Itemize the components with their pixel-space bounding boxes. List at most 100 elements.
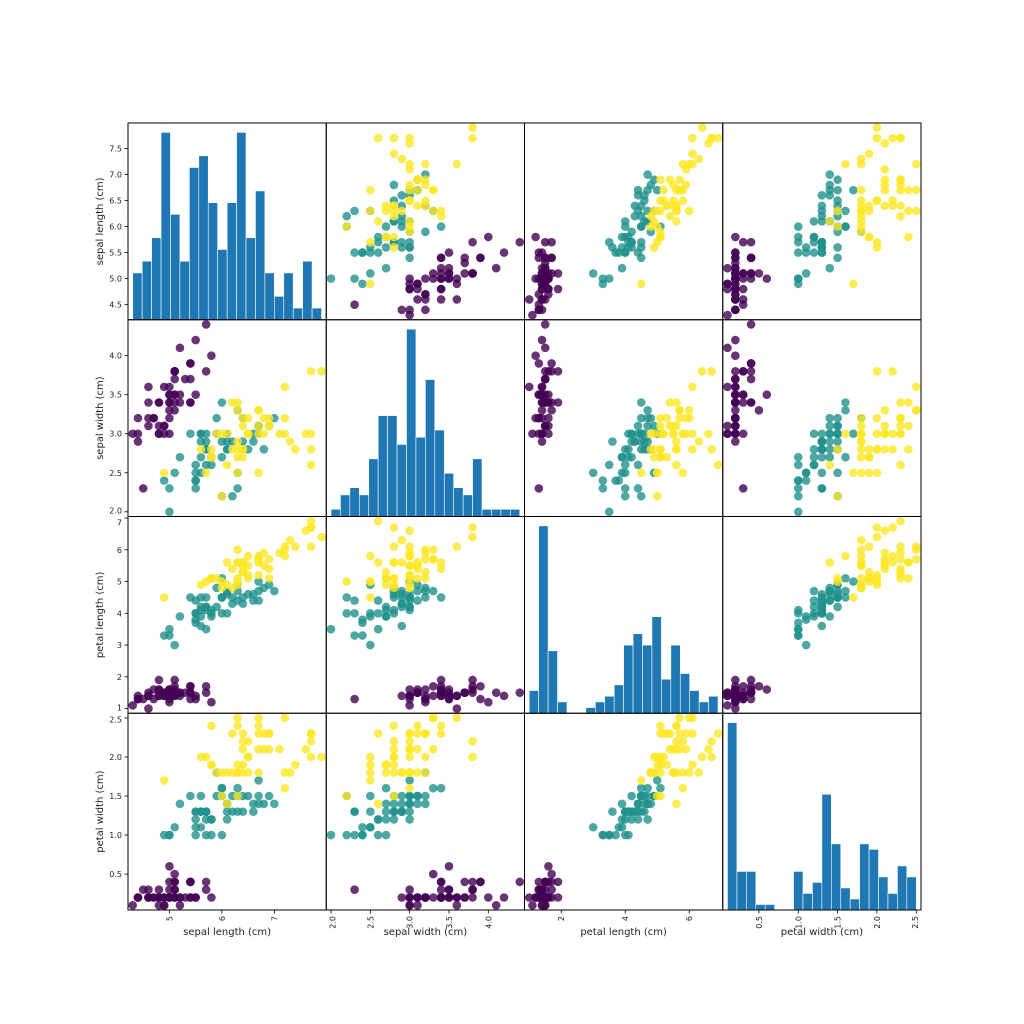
scatter-point: [630, 807, 640, 816]
scatter-point: [280, 545, 290, 555]
scatter-point: [833, 413, 842, 423]
scatter-point: [421, 554, 430, 564]
scatter-point: [165, 691, 174, 701]
scatter-point: [228, 807, 237, 816]
scatter-point: [201, 437, 211, 446]
scatter-point: [678, 783, 688, 793]
scatter-point: [617, 452, 627, 462]
scatter-point: [738, 274, 748, 283]
scatter-point: [856, 574, 866, 583]
scatter-point: [306, 445, 316, 454]
scatter-point: [896, 548, 905, 558]
scatter-point: [413, 721, 422, 731]
scatter-point: [620, 217, 630, 226]
scatter-point: [684, 159, 694, 169]
scatter-point: [264, 574, 274, 583]
scatter-point: [405, 284, 414, 294]
scatter-point: [366, 237, 375, 247]
scatter-point: [662, 452, 672, 462]
scatter-point: [217, 437, 227, 446]
scatter-point: [646, 429, 656, 439]
scatter-point: [643, 437, 652, 446]
scatter-point: [896, 211, 905, 221]
scatter-point: [746, 694, 756, 704]
scatter-point: [872, 570, 882, 580]
scatter-point: [366, 768, 375, 777]
scatter-point: [633, 460, 643, 470]
scatter-point: [254, 429, 263, 439]
scatter-point: [405, 737, 414, 746]
scatter-point: [249, 437, 258, 446]
scatter-point: [468, 523, 477, 532]
scatter-point: [793, 618, 803, 628]
scatter-point: [381, 760, 391, 770]
scatter-point: [707, 752, 716, 762]
scatter-point: [389, 737, 399, 746]
scatter-point: [646, 445, 656, 454]
scatter-point: [531, 351, 540, 360]
scatter-point: [746, 366, 756, 376]
scatter-point: [793, 476, 803, 485]
scatter-point: [366, 608, 375, 618]
scatter-point: [280, 413, 290, 423]
scatter-point: [444, 263, 454, 273]
scatter-point: [413, 893, 422, 902]
scatter-point: [633, 248, 643, 257]
scatter-point: [373, 232, 383, 242]
scatter-point: [381, 222, 391, 231]
histogram-bar: [406, 328, 417, 517]
scatter-point: [154, 691, 164, 701]
scatter-point: [656, 413, 665, 423]
scatter-point: [864, 542, 874, 551]
scatter-point: [672, 217, 681, 226]
scatter-point: [238, 737, 248, 746]
scatter-point: [528, 310, 537, 320]
scatter-point: [405, 305, 414, 315]
scatter-point: [476, 877, 485, 887]
scatter-point: [366, 551, 375, 561]
scatter-point: [817, 437, 827, 446]
x-tick-label: 4.0: [484, 916, 493, 929]
scatter-point: [617, 799, 627, 809]
scatter-point: [652, 760, 662, 770]
histogram-bar: [274, 296, 285, 320]
scatter-point: [243, 752, 253, 762]
scatter-point: [405, 561, 414, 570]
scatter-point: [165, 830, 174, 840]
scatter-point: [713, 133, 723, 143]
scatter-point: [413, 791, 422, 801]
scatter-point: [254, 577, 263, 586]
scatter-point: [731, 232, 740, 242]
scatter-point: [460, 877, 470, 887]
scatter-point: [436, 269, 446, 278]
scatter-point: [731, 421, 740, 431]
scatter-point: [201, 830, 211, 840]
scatter-point: [665, 729, 675, 738]
panel-0-0: 4.5 5.0 5.5 6.0 6.5 7.0 7.5 sepal length (cm): [95, 122, 327, 321]
scatter-point: [544, 861, 553, 871]
scatter-point: [801, 468, 811, 478]
scatter-point: [817, 484, 827, 493]
scatter-point: [672, 398, 681, 407]
scatter-point: [170, 685, 179, 694]
y-tick-label: 7.5: [109, 145, 122, 154]
panel-frame: [722, 712, 922, 911]
scatter-point: [326, 274, 336, 283]
scatter-point: [707, 737, 716, 746]
scatter-point: [809, 217, 819, 226]
scatter-point: [731, 366, 740, 376]
scatter-point: [746, 398, 756, 407]
scatter-point: [537, 382, 547, 392]
scatter-point: [738, 390, 748, 400]
scatter-point: [608, 807, 617, 816]
scatter-point: [280, 713, 290, 723]
scatter-point: [389, 799, 399, 809]
scatter-point: [280, 783, 290, 793]
scatter-point: [499, 248, 509, 257]
scatter-point: [191, 484, 200, 493]
scatter-point: [534, 359, 544, 368]
scatter-point: [175, 799, 185, 809]
scatter-point: [468, 237, 477, 247]
scatter-point: [468, 269, 477, 278]
